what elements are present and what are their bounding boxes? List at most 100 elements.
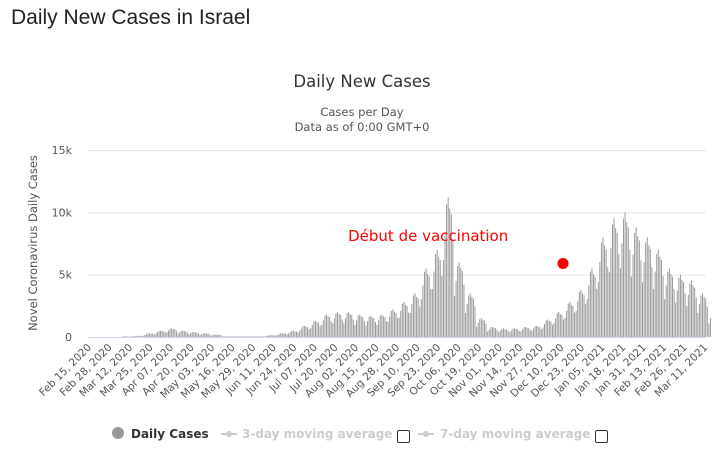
bar-daily-cases — [193, 332, 195, 337]
bar-daily-cases — [624, 212, 626, 337]
bar-daily-cases — [474, 306, 476, 337]
bar-daily-cases — [335, 313, 337, 337]
bar-daily-cases — [450, 214, 452, 337]
bar-daily-cases — [346, 313, 348, 337]
bar-daily-cases — [506, 329, 508, 337]
bar-daily-cases — [329, 317, 331, 337]
bar-daily-cases — [288, 333, 290, 337]
bar-daily-cases — [439, 260, 441, 337]
bar-daily-cases — [567, 303, 569, 337]
bar-daily-cases — [502, 328, 504, 337]
bar-daily-cases — [180, 331, 182, 337]
bar-daily-cases — [330, 321, 332, 337]
bar-daily-cases — [441, 275, 443, 337]
bar-daily-cases — [463, 284, 465, 337]
bar-daily-cases — [435, 254, 437, 337]
bar-daily-cases — [209, 334, 211, 337]
bar-daily-cases — [662, 275, 664, 337]
bar-daily-cases — [640, 260, 642, 337]
bar-daily-cases — [389, 316, 391, 337]
bar-daily-cases — [163, 331, 165, 337]
bar-daily-cases — [578, 291, 580, 337]
page-title: Daily New Cases in Israel — [11, 6, 251, 29]
bar-daily-cases — [514, 328, 516, 337]
bar-daily-cases — [141, 335, 143, 337]
bar-daily-cases — [212, 335, 214, 337]
bar-daily-cases — [284, 333, 286, 337]
bar-daily-cases — [406, 306, 408, 337]
bar-daily-cases — [259, 336, 261, 337]
bar-daily-cases — [646, 237, 648, 337]
bar-daily-cases — [182, 330, 184, 337]
bar-daily-cases — [392, 309, 394, 337]
bar-daily-cases — [153, 334, 155, 337]
bar-daily-cases — [398, 317, 400, 337]
bar-daily-cases — [540, 329, 542, 337]
bar-daily-cases — [403, 302, 405, 337]
bar-daily-cases — [531, 330, 533, 337]
bar-daily-cases — [593, 273, 595, 337]
bar-daily-cases — [395, 312, 397, 337]
legend-marker-icon — [423, 431, 429, 437]
bar-daily-cases — [488, 329, 490, 337]
bar-daily-cases — [700, 295, 702, 337]
bar-daily-cases — [215, 334, 217, 337]
legend-item-daily-cases[interactable]: Daily Cases — [112, 427, 209, 441]
bar-daily-cases — [648, 245, 650, 337]
bar-daily-cases — [278, 334, 280, 337]
bar-daily-cases — [517, 329, 519, 337]
bar-daily-cases — [528, 328, 530, 337]
legend-label-3day: 3-day moving average — [242, 427, 392, 441]
y-axis-label: Novel Coronavirus Daily Cases — [26, 155, 40, 331]
bar-daily-cases — [545, 320, 547, 337]
bar-daily-cases — [670, 273, 672, 337]
bar-daily-cases — [544, 323, 546, 337]
bar-daily-cases — [419, 306, 421, 337]
bar-daily-cases — [240, 336, 242, 337]
bar-daily-cases — [147, 333, 149, 337]
legend-item-7day-average[interactable]: 7-day moving average — [418, 427, 590, 441]
bar-daily-cases — [258, 336, 260, 337]
bar-daily-cases — [588, 285, 590, 337]
bar-daily-cases — [498, 332, 500, 337]
bar-daily-cases — [363, 321, 365, 337]
legend: Daily Cases 3-day moving average 7-day m… — [112, 427, 590, 441]
bar-daily-cases — [585, 303, 587, 337]
legend-item-3day-average[interactable]: 3-day moving average — [221, 427, 392, 441]
bar-daily-cases — [183, 331, 185, 337]
bar-daily-cases — [292, 330, 294, 337]
bar-daily-cases — [574, 312, 576, 337]
bar-daily-cases — [657, 249, 659, 337]
bar-daily-cases — [365, 325, 367, 337]
checkbox-3day-average[interactable] — [397, 430, 410, 443]
bar-daily-cases — [242, 336, 244, 337]
bar-daily-cases — [305, 326, 307, 337]
bar-daily-cases — [376, 324, 378, 337]
bar-daily-cases — [442, 260, 444, 337]
bar-daily-cases — [362, 317, 364, 337]
bar-daily-cases — [131, 336, 133, 337]
bar-daily-cases — [210, 335, 212, 337]
bar-daily-cases — [289, 332, 291, 337]
bar-daily-cases — [575, 310, 577, 337]
bar-daily-cases — [299, 330, 301, 337]
legend-label-7day: 7-day moving average — [440, 427, 590, 441]
bar-daily-cases — [515, 328, 517, 337]
bar-daily-cases — [555, 318, 557, 337]
bar-daily-cases — [507, 330, 509, 337]
checkbox-7day-average[interactable] — [595, 430, 608, 443]
bar-daily-cases — [597, 282, 599, 337]
bar-daily-cases — [160, 330, 162, 337]
bar-daily-cases — [558, 312, 560, 337]
bar-daily-cases — [479, 319, 481, 337]
bar-daily-cases — [223, 336, 225, 337]
bar-daily-cases — [356, 320, 358, 337]
bar-daily-cases — [191, 332, 193, 337]
bar-daily-cases — [708, 323, 710, 337]
bar-daily-cases — [344, 318, 346, 337]
bar-daily-cases — [300, 328, 302, 337]
bar-daily-cases — [679, 274, 681, 337]
bar-daily-cases — [428, 276, 430, 337]
bar-daily-cases — [460, 268, 462, 337]
